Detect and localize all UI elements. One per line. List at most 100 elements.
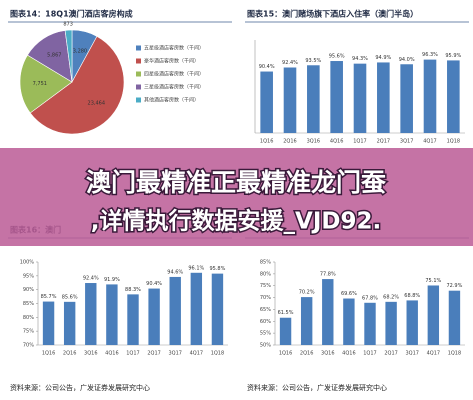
legend-swatch: [136, 58, 141, 64]
data-label: 90.4%: [146, 281, 162, 287]
source-note: 资料来源：公司公告，广发证券发展研究中心: [247, 383, 387, 392]
bar: [364, 302, 376, 345]
data-label: 70.2%: [299, 290, 315, 296]
slice-label: 3,280: [73, 48, 87, 54]
bar: [307, 65, 320, 133]
banner-line: 澳门最精准正最精准龙门蚕: [86, 168, 386, 197]
y-tick-label: 95%: [23, 273, 34, 279]
x-tick-label: 4Q17: [190, 351, 203, 357]
data-label: 68.2%: [383, 294, 399, 300]
data-label: 90.4%: [259, 64, 275, 70]
data-label: 88.3%: [125, 287, 141, 293]
y-tick-label: 50%: [260, 343, 271, 349]
y-tick-label: 65%: [260, 307, 271, 313]
slice-label: 873: [63, 22, 73, 28]
x-tick-label: 4Q17: [423, 139, 436, 145]
x-tick-label: 2Q16: [63, 351, 76, 357]
pie-slice: [64, 29, 73, 83]
y-tick-label: 80%: [260, 271, 271, 277]
x-tick-label: 1Q17: [353, 139, 366, 145]
bar: [427, 285, 440, 345]
y-tick-label: 75%: [23, 329, 34, 335]
y-tick-label: 75%: [260, 283, 271, 289]
banner-overlay: [0, 148, 473, 246]
bar: [406, 300, 418, 345]
bar: [106, 284, 118, 345]
data-label: 85.7%: [41, 294, 57, 300]
data-label: 95.9%: [445, 53, 461, 59]
data-label: 94.9%: [375, 55, 391, 61]
data-label: 67.8%: [362, 295, 378, 301]
bar: [423, 59, 437, 133]
legend-swatch: [136, 84, 141, 90]
x-tick-label: 3Q16: [84, 351, 97, 357]
bar: [260, 71, 273, 133]
data-label: 69.6%: [341, 291, 357, 297]
bar: [279, 317, 292, 345]
charts: 图表14：18Q1澳门酒店客房构成 3,280 五星级酒店客房数（千间） 23,464…: [8, 9, 469, 392]
bar: [190, 272, 203, 345]
bar: [448, 290, 461, 345]
data-label: 61.5%: [278, 310, 294, 316]
bar: [447, 60, 460, 133]
x-tick-label: 3Q17: [168, 351, 181, 357]
data-label: 96.3%: [422, 52, 438, 58]
y-tick-label: 70%: [23, 343, 34, 349]
legend-swatch: [136, 97, 141, 103]
data-label: 95.6%: [329, 54, 345, 60]
x-tick-label: 4Q16: [342, 351, 355, 357]
bar: [330, 61, 343, 133]
x-tick-label: 1Q16: [42, 351, 55, 357]
banner-line: ,详情执行数据安援_VJD92.: [91, 208, 381, 235]
x-tick-label: 4Q16: [105, 351, 118, 357]
slice-label: 7,751: [33, 81, 47, 87]
x-tick-label: 1Q18: [211, 351, 224, 357]
y-tick-label: 70%: [260, 295, 271, 301]
x-tick-label: 3Q17: [400, 139, 413, 145]
pie-slice: [19, 54, 73, 114]
data-label: 93.5%: [305, 58, 321, 64]
y-tick-label: 100%: [20, 260, 35, 266]
slice-label: 23,464: [88, 101, 106, 107]
legend-label: 三星级酒店客房数（千间）: [144, 84, 204, 91]
x-tick-label: 4Q17: [427, 351, 440, 357]
bar: [353, 63, 367, 134]
legend-swatch: [136, 71, 141, 77]
x-tick-label: 1Q16: [279, 351, 292, 357]
slice-label: 5,867: [47, 53, 61, 59]
bar: [42, 301, 55, 345]
data-label: 92.4%: [83, 276, 99, 282]
x-tick-label: 1Q18: [447, 139, 460, 145]
bar: [85, 283, 97, 345]
y-tick-label: 60%: [260, 319, 271, 325]
x-tick-label: 2Q16: [283, 139, 296, 145]
data-label: 72.9%: [446, 283, 462, 289]
bar: [343, 298, 355, 345]
legend-label: 豪华酒店客房数（千间）: [144, 58, 199, 65]
bar: [148, 288, 160, 345]
x-tick-label: 3Q16: [321, 351, 334, 357]
bar: [300, 297, 313, 345]
bar: [385, 301, 397, 345]
y-tick-label: 90%: [23, 287, 34, 293]
chart-title: 图表15：澳门赌场旗下酒店入住率（澳门半岛）: [247, 9, 418, 19]
data-label: 94.6%: [167, 269, 183, 275]
data-label: 95.8%: [209, 266, 225, 272]
source-note: 资料来源：公司公告，广发证券发展研究中心: [10, 383, 150, 392]
legend-label: 四星级酒店客房数（千间）: [144, 71, 204, 78]
x-tick-label: 2Q16: [300, 351, 313, 357]
data-label: 96.1%: [188, 265, 204, 271]
bar: [400, 64, 413, 133]
data-label: 92.4%: [282, 60, 298, 66]
bar: [127, 294, 139, 345]
y-tick-label: 80%: [23, 315, 34, 321]
data-label: 94.3%: [352, 56, 368, 62]
x-tick-label: 2Q17: [147, 351, 160, 357]
bar: [322, 279, 334, 345]
data-label: 75.1%: [425, 278, 441, 284]
data-label: 94.0%: [399, 57, 415, 63]
x-tick-label: 2Q17: [384, 351, 397, 357]
data-label: 77.8%: [320, 272, 336, 278]
bar: [377, 62, 390, 134]
bar: [283, 67, 297, 133]
